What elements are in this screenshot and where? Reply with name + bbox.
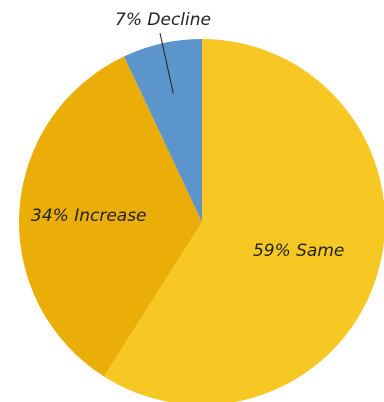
slice-label-same: 59% Same [253,241,344,261]
slice-label-increase: 34% Increase [31,206,147,226]
slice-label-decline: 7% Decline [115,10,211,30]
pie-slice-decline [124,39,202,222]
decline-leader-line [159,32,174,94]
pie-labels: 59% Same 34% Increase 7% Decline [31,10,344,261]
pie-slices [18,39,384,402]
pie-slice-same [103,39,384,402]
pie-slice-increase [18,56,202,377]
